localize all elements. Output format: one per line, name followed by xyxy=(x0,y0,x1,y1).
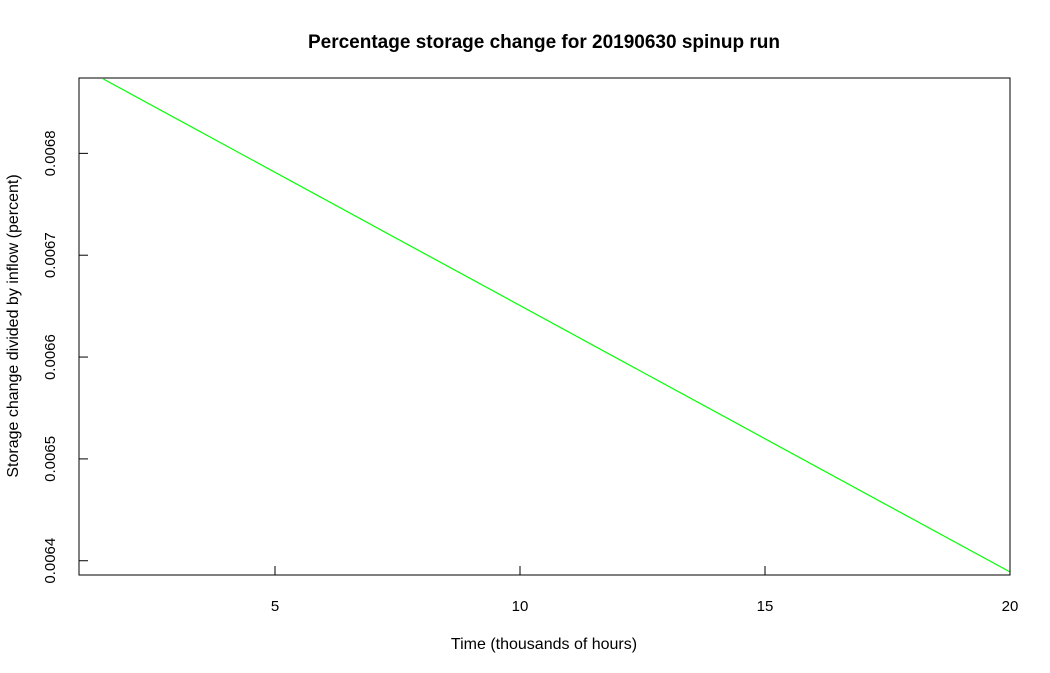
x-tick-label: 20 xyxy=(1002,598,1019,615)
plot-frame xyxy=(78,77,1011,576)
x-tick-label: 15 xyxy=(757,598,774,615)
y-tick-label: 0.0065 xyxy=(42,436,59,482)
x-axis-label: Time (thousands of hours) xyxy=(451,636,637,653)
x-tick-label: 10 xyxy=(512,598,529,615)
y-tick-label: 0.0066 xyxy=(42,334,59,380)
series-line-1 xyxy=(103,78,1011,573)
y-tick-label: 0.0067 xyxy=(42,232,59,278)
y-tick-label: 0.0064 xyxy=(42,538,59,584)
chart-title: Percentage storage change for 20190630 s… xyxy=(308,32,780,53)
y-tick-label: 0.0068 xyxy=(42,130,59,176)
x-tick-label: 5 xyxy=(271,598,279,615)
y-axis-label: Storage change divided by inflow (percen… xyxy=(5,174,22,477)
series-layer xyxy=(103,78,1011,573)
x-axis: 5 10 15 20 xyxy=(271,566,1019,615)
y-axis: 0.0064 0.0065 0.0066 0.0067 0.0068 xyxy=(42,130,88,584)
